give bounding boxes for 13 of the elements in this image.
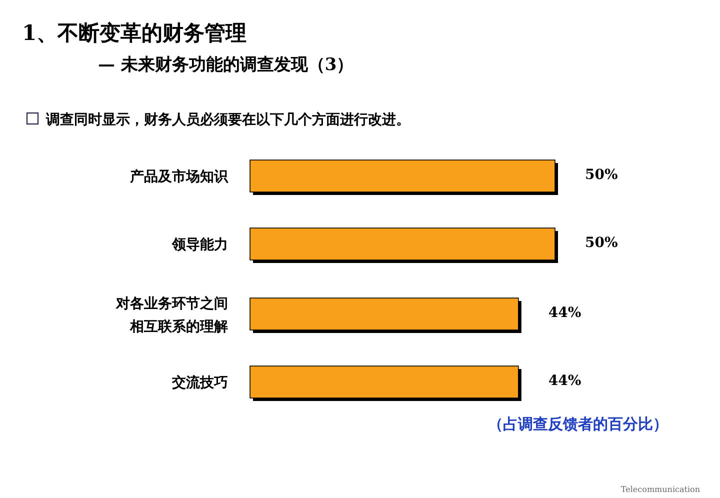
chart-title: 1、不断变革的财务管理 [22,20,247,45]
data-label: 44% [548,305,582,321]
data-label: 44% [548,373,582,389]
annotation: （占调查反馈者的百分比） [488,415,668,433]
y-tick-label: 领导能力 [171,237,228,253]
text: Telecommunication [620,485,700,494]
data-label: 50% [585,235,618,251]
y-tick-label: 产品及市场知识 [129,168,229,185]
data-label: 50% [585,167,618,183]
y-tick-label: 对各业务环节之间相互联系的理解 [115,295,228,335]
text: 调查同时显示，财务人员必须要在以下几个方面进行改进。 [45,111,410,128]
y-tick-label: 交流技巧 [171,374,228,391]
chart-subtitle: — 未来财务功能的调查发现（3） [98,55,354,75]
